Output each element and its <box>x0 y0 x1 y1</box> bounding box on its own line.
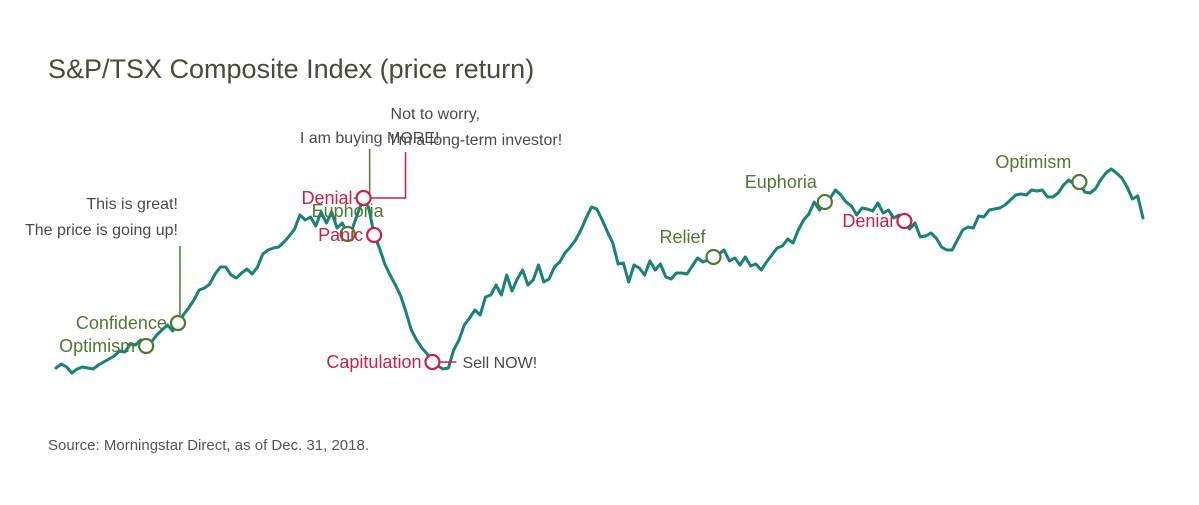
annotation-marker <box>366 226 383 244</box>
annotation-marker <box>896 212 913 230</box>
annotation-label: Capitulation <box>326 352 421 372</box>
annotation-label: Denial <box>302 188 353 208</box>
annotation-marker <box>355 189 372 207</box>
annotation-label: Relief <box>659 227 706 247</box>
annotation-label: Optimism <box>995 152 1071 172</box>
annotation-note: I’m a long-term investor! <box>391 132 563 149</box>
annotation-note: Sell NOW! <box>462 355 537 372</box>
annotation-note: I am buying MORE! <box>300 130 440 147</box>
annotation-label: Euphoria <box>745 172 818 192</box>
annotation-label: Denial <box>842 211 893 231</box>
index-line <box>54 167 1145 375</box>
annotation-note: This is great! <box>86 196 178 213</box>
annotation-marker <box>138 337 155 355</box>
annotation-note: Not to worry, <box>391 106 481 123</box>
annotation-note: The price is going up! <box>25 222 178 239</box>
annotation-label: Optimism <box>59 336 135 356</box>
annotation-marker <box>424 353 441 371</box>
annotation-label: Euphoria <box>312 201 385 221</box>
annotation-marker <box>816 193 833 211</box>
chart-title: S&P/TSX Composite Index (price return) <box>48 54 535 84</box>
annotation-marker <box>169 314 187 332</box>
annotation-marker <box>339 225 356 243</box>
annotation-marker <box>1071 173 1088 191</box>
leader-line <box>371 152 407 199</box>
annotation-marker <box>705 248 722 266</box>
source-note: Source: Morningstar Direct, as of Dec. 3… <box>48 437 369 454</box>
annotation-label: Confidence <box>76 313 167 333</box>
annotation-label: Panic <box>318 225 363 245</box>
